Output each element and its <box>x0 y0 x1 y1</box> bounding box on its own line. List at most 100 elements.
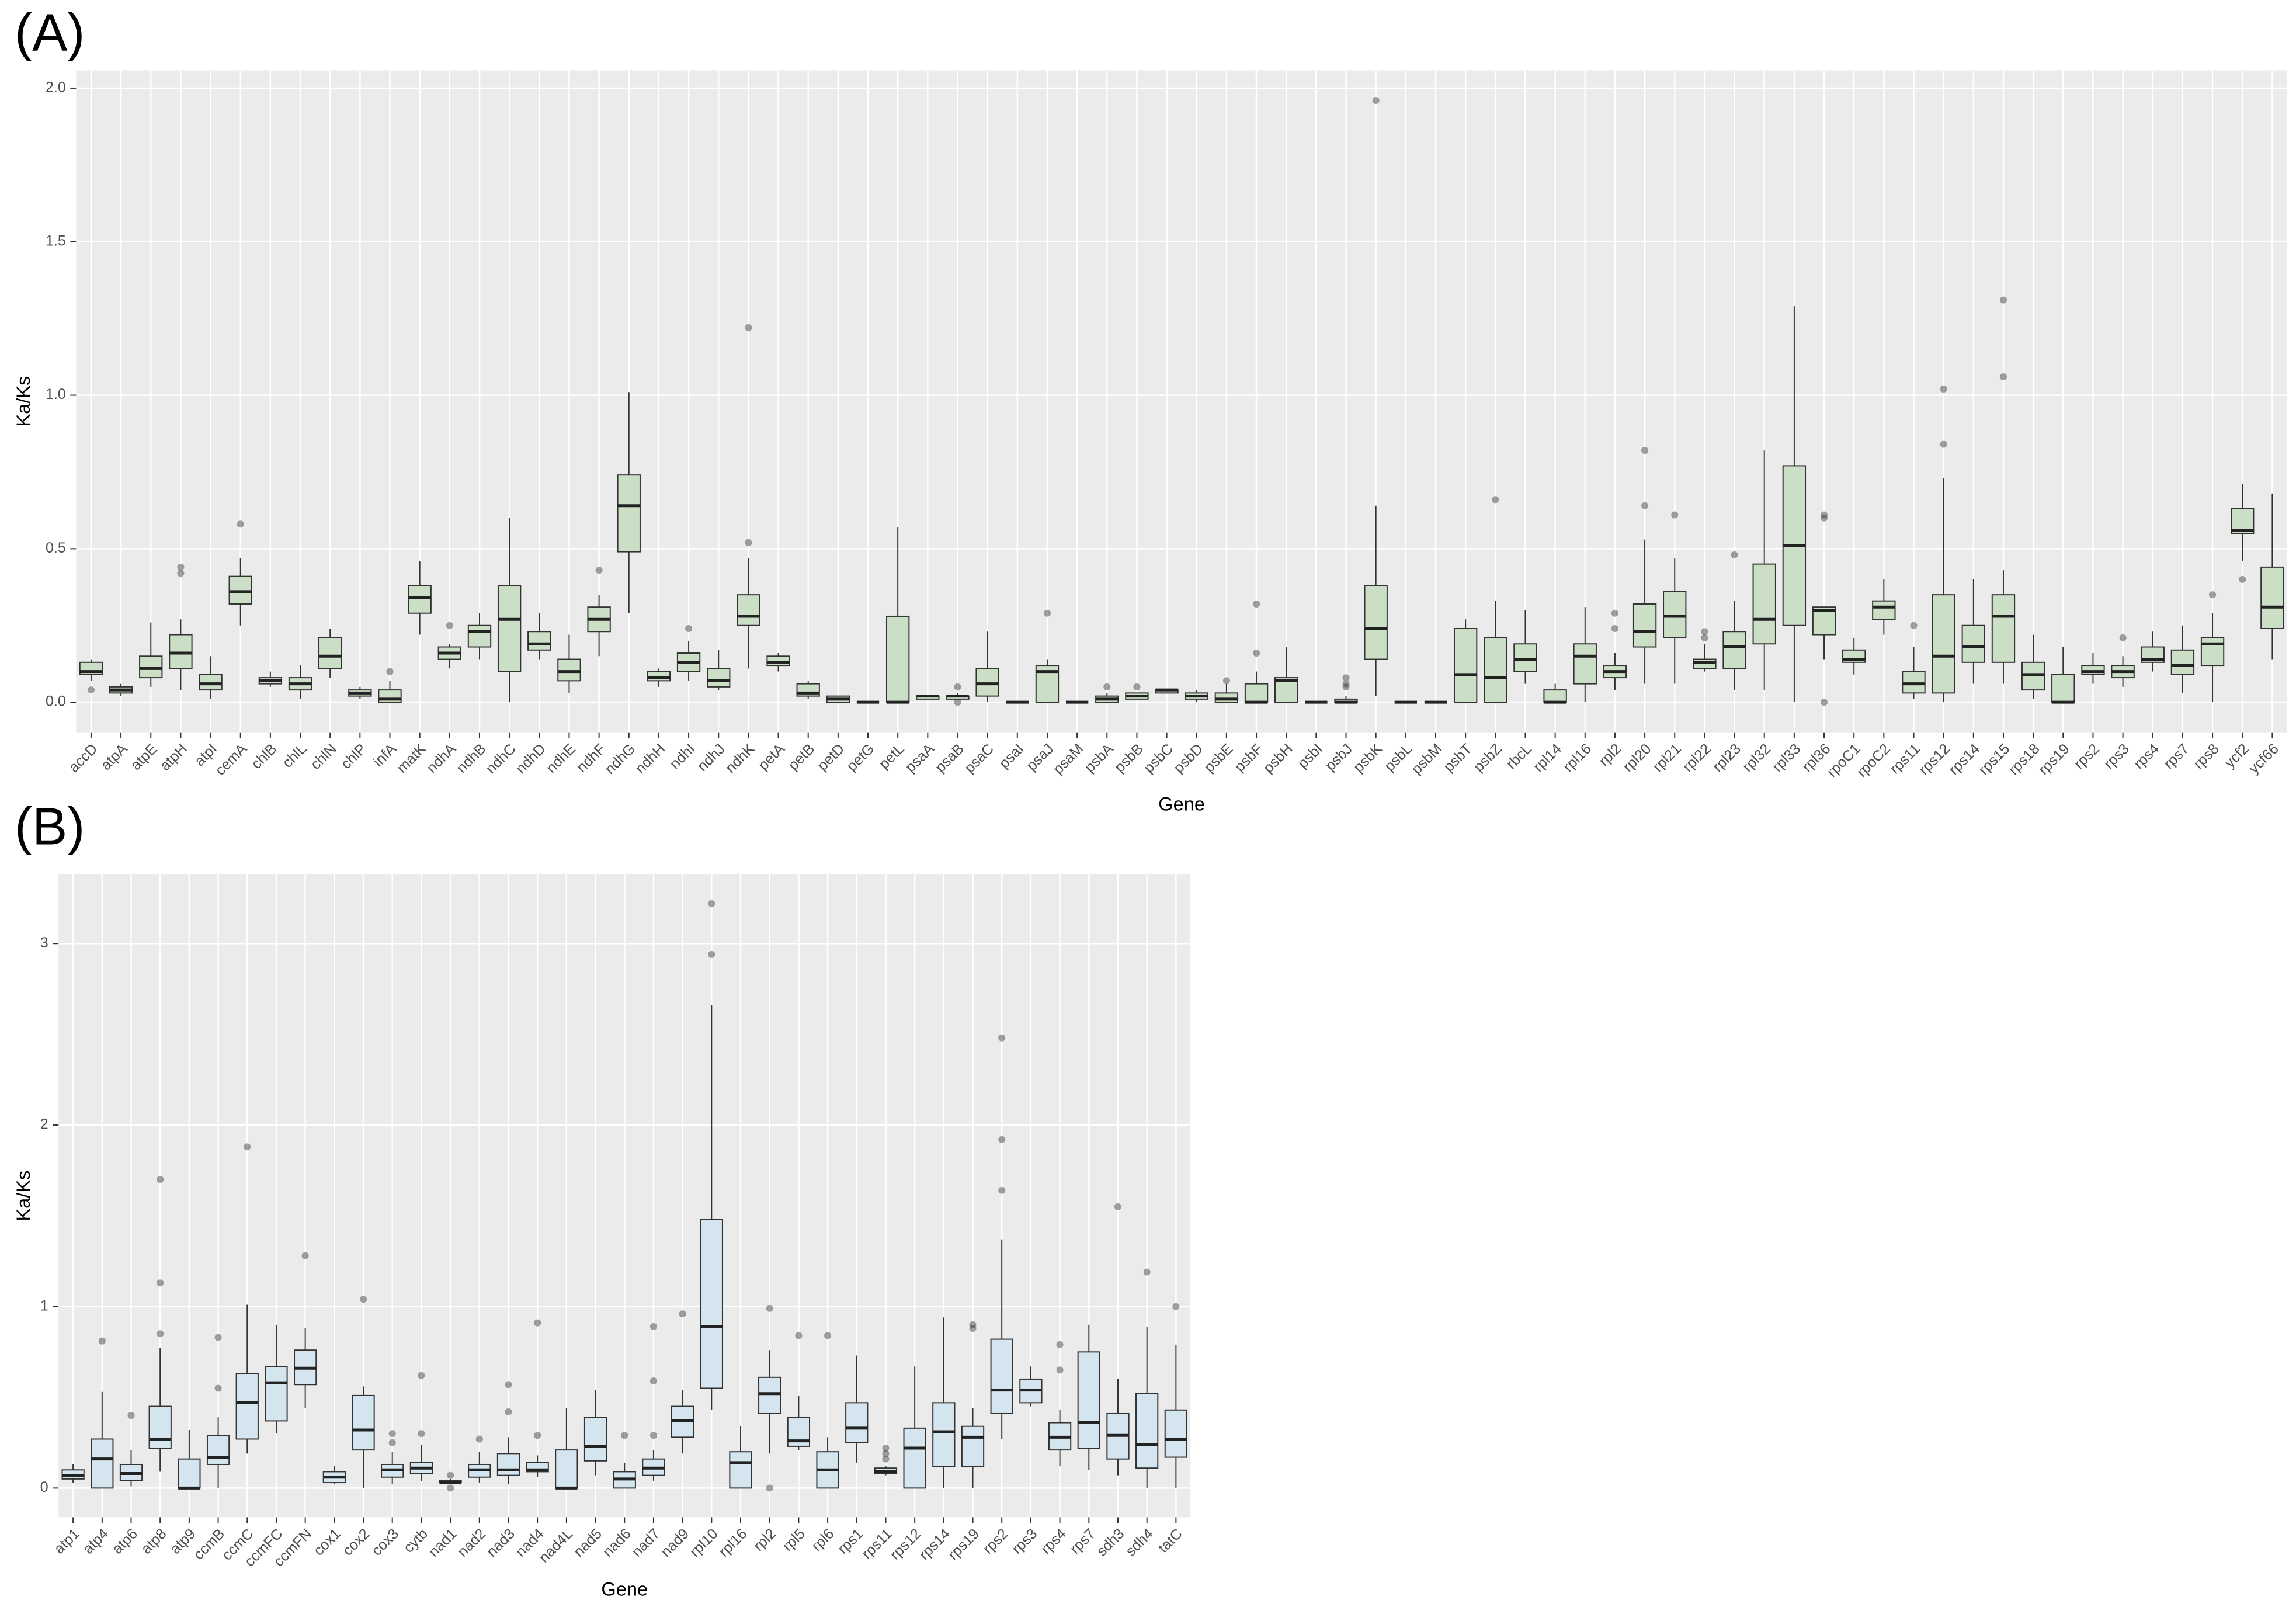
outlier <box>534 1432 541 1439</box>
y-tick-label: 0.5 <box>46 540 66 556</box>
box-group <box>885 527 910 704</box>
x-tick-label: atpA <box>98 741 130 773</box>
x-tick-label: tatC <box>1155 1526 1186 1556</box>
outlier <box>214 1384 222 1392</box>
x-tick-label: rpl14 <box>1530 741 1565 775</box>
outlier <box>1133 683 1141 690</box>
y-tick-label: 1.0 <box>46 386 66 402</box>
box-group <box>1543 683 1567 704</box>
box-group <box>787 1332 811 1450</box>
y-tick-label: 3 <box>40 935 48 951</box>
outlier <box>360 1296 367 1303</box>
x-tick-label: rpl21 <box>1649 741 1684 775</box>
outlier <box>766 1484 773 1492</box>
box <box>178 1458 201 1489</box>
x-tick-label: rpoC2 <box>1854 741 1894 780</box>
x-tick-label: rpl6 <box>808 1526 837 1554</box>
box <box>228 575 252 605</box>
x-tick-label: psbL <box>1381 741 1415 775</box>
x-tick-label: rps2 <box>979 1526 1011 1557</box>
box-group <box>91 1337 114 1489</box>
outlier <box>1222 677 1230 685</box>
box-group <box>1812 511 1836 706</box>
box <box>557 658 581 682</box>
outlier <box>954 683 961 690</box>
outlier <box>534 1319 541 1327</box>
box <box>1872 600 1896 620</box>
outlier <box>882 1445 890 1452</box>
x-tick-label: psaA <box>902 741 937 776</box>
x-tick-label: rpl22 <box>1680 741 1714 775</box>
box-group <box>2260 493 2284 660</box>
box-group <box>737 324 760 669</box>
panel-label: (B) <box>15 797 85 856</box>
box <box>467 624 492 648</box>
plot-panel <box>76 70 2287 733</box>
box <box>903 1427 926 1489</box>
outlier <box>2119 634 2127 641</box>
box-group <box>845 1355 869 1463</box>
outlier <box>475 1435 483 1443</box>
x-tick-label: ndhC <box>482 741 519 777</box>
x-tick-label: rpl2 <box>1596 741 1624 769</box>
y-tick-label: 2 <box>40 1116 48 1133</box>
x-tick-label: nad9 <box>658 1526 692 1560</box>
box <box>1693 658 1717 669</box>
x-tick-label: rps19 <box>2036 741 2073 778</box>
x-tick-label: chlP <box>338 741 370 772</box>
x-axis-title: Gene <box>601 1578 648 1599</box>
x-tick-label: rps11 <box>1887 741 1923 778</box>
outlier <box>649 1432 657 1439</box>
box-group <box>1573 607 1597 703</box>
box-group <box>729 1426 752 1489</box>
x-tick-label: psaI <box>996 741 1027 772</box>
x-tick-label: atp6 <box>109 1526 141 1557</box>
box-group <box>1077 1324 1100 1470</box>
y-axis-title: Ka/Ks <box>12 1171 34 1221</box>
box-group <box>1164 1303 1187 1488</box>
box <box>1902 671 1926 694</box>
x-tick-label: sdh4 <box>1123 1526 1156 1560</box>
outlier <box>2239 575 2246 583</box>
box-group <box>961 1321 985 1488</box>
box-group <box>2200 591 2225 703</box>
x-tick-label: psbM <box>1408 741 1445 778</box>
x-tick-label: chlN <box>307 741 339 773</box>
box-group <box>265 1324 288 1434</box>
x-tick-label: rps4 <box>1038 1526 1069 1557</box>
outlier <box>1056 1341 1064 1348</box>
x-tick-label: rps11 <box>859 1526 895 1563</box>
box-group <box>1048 1341 1072 1467</box>
box <box>2260 566 2284 629</box>
x-tick-label: ndhI <box>666 741 698 772</box>
box <box>148 1405 172 1449</box>
outlier <box>2209 591 2217 599</box>
box <box>2200 637 2225 667</box>
outlier <box>1821 514 1828 522</box>
box <box>496 1453 520 1476</box>
x-tick-label: nad1 <box>425 1526 460 1560</box>
x-tick-label: rpl23 <box>1710 741 1744 775</box>
box-group <box>2051 647 2075 704</box>
x-tick-label: rpl20 <box>1620 741 1654 775</box>
box <box>961 1425 985 1467</box>
box <box>1214 692 1239 703</box>
outlier <box>1611 609 1618 617</box>
x-tick-label: petL <box>876 741 907 772</box>
x-tick-label: psbA <box>1082 741 1117 776</box>
box-group <box>555 1408 578 1490</box>
x-tick-label: rps15 <box>1975 741 2013 778</box>
x-tick-label: psbT <box>1440 741 1475 775</box>
x-tick-label: psaC <box>961 741 997 776</box>
outlier <box>1342 683 1350 690</box>
x-tick-label: accD <box>65 741 100 776</box>
box-group <box>1274 647 1298 703</box>
outlier <box>745 539 752 546</box>
box-group <box>796 681 820 699</box>
box-group <box>583 1390 607 1476</box>
x-tick-label: psbB <box>1111 741 1147 776</box>
box <box>1663 591 1687 638</box>
box-group <box>557 634 581 693</box>
box-group <box>1991 296 2016 684</box>
outlier <box>998 1034 1006 1042</box>
